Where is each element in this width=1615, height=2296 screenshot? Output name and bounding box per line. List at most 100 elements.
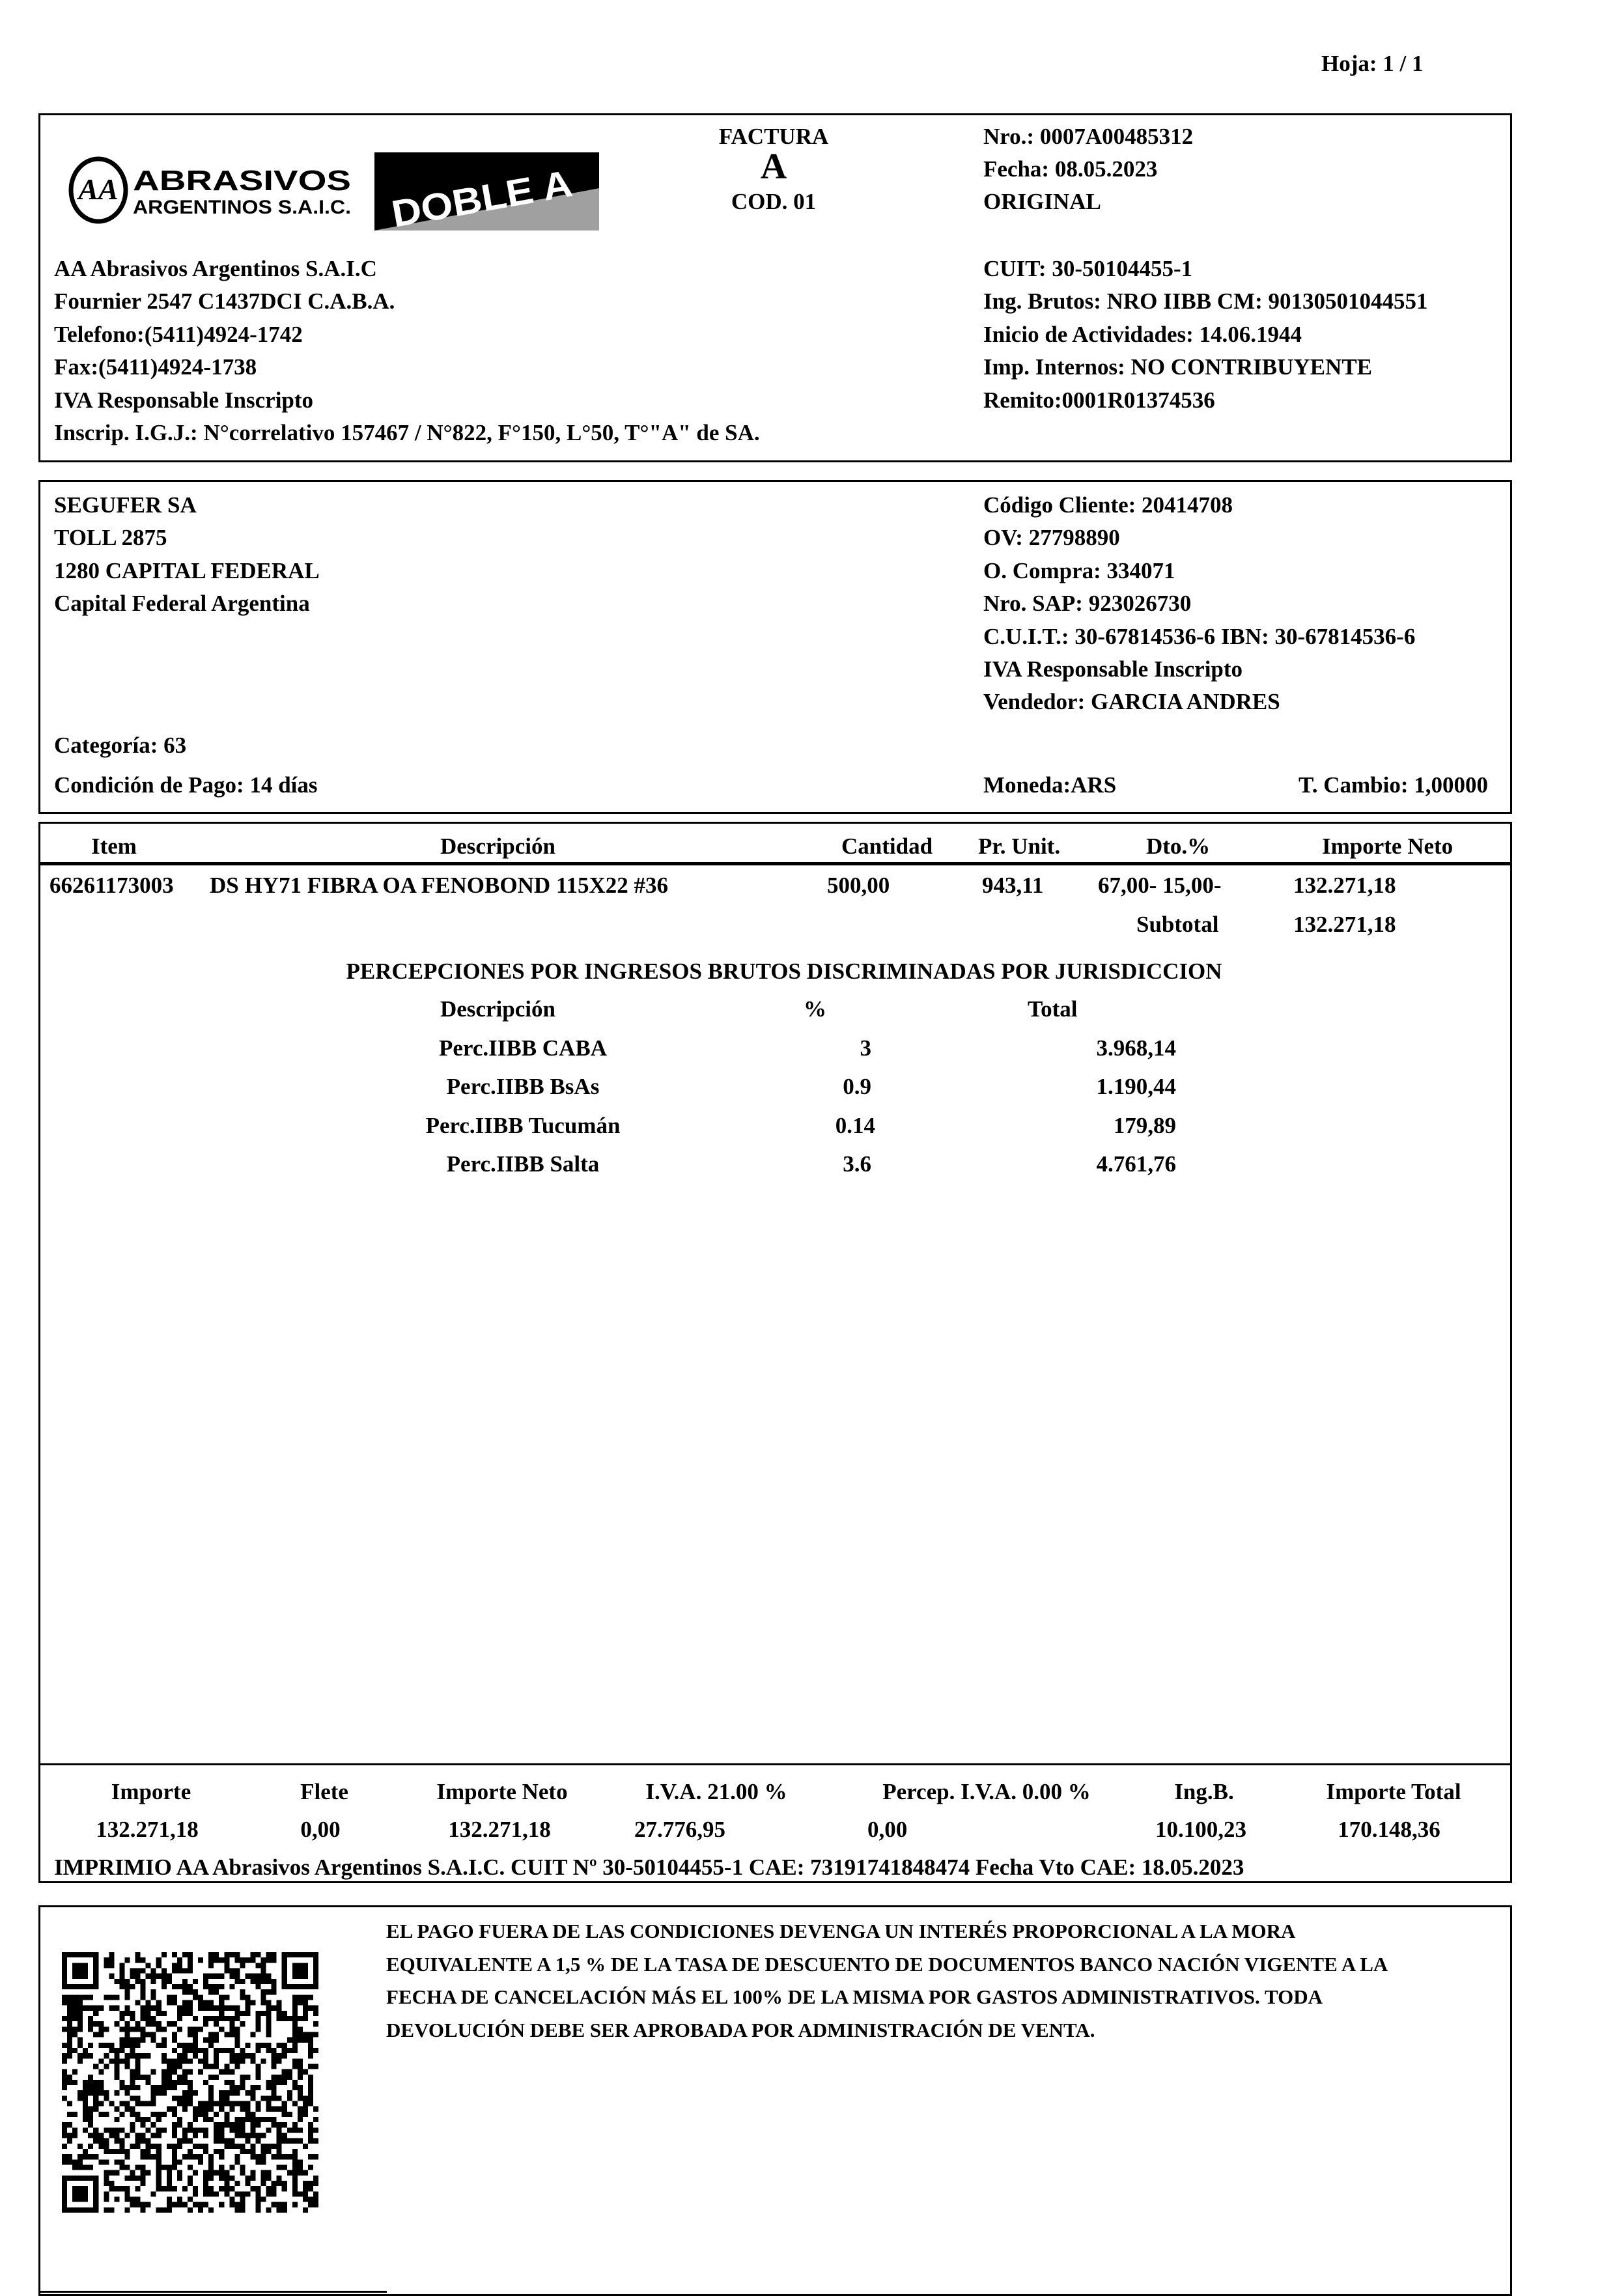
- qr-module: [297, 2000, 303, 2006]
- qr-module: [145, 1973, 151, 1979]
- qr-module: [198, 2005, 204, 2011]
- qr-module: [156, 2026, 162, 2032]
- qr-module: [198, 2159, 204, 2165]
- qr-module: [67, 2111, 73, 2118]
- qr-module: [130, 2143, 135, 2149]
- qr-module: [240, 2053, 246, 2059]
- qr-module: [224, 1952, 230, 1958]
- qr-module: [245, 2181, 251, 2187]
- qr-module: [193, 2032, 199, 2037]
- qr-module: [171, 1995, 177, 2000]
- qr-module: [287, 2138, 292, 2144]
- qr-module: [72, 1983, 78, 1990]
- qr-module: [124, 2207, 130, 2213]
- qr-module: [271, 2202, 277, 2207]
- qr-module: [281, 2079, 287, 2086]
- qr-module: [77, 2186, 83, 2192]
- qr-module: [245, 2138, 251, 2144]
- qr-module: [140, 2154, 146, 2160]
- qr-module: [182, 2106, 188, 2112]
- qr-module: [145, 2101, 151, 2107]
- qr-module: [182, 2005, 188, 2011]
- qr-module: [109, 2149, 115, 2155]
- qr-module: [313, 1957, 318, 1963]
- qr-module: [93, 2085, 99, 2091]
- qr-module: [224, 2032, 230, 2037]
- qr-module: [176, 2010, 182, 2016]
- issuer-internal-taxes: Imp. Internos: NO CONTRIBUYENTE: [983, 354, 1373, 380]
- qr-module: [171, 2000, 177, 2006]
- qr-module: [307, 2042, 313, 2048]
- qr-module: [114, 2047, 120, 2054]
- qr-module: [77, 2196, 83, 2202]
- qr-module: [250, 2186, 256, 2192]
- qr-module: [266, 2079, 272, 2086]
- qr-module: [260, 2117, 266, 2123]
- qr-module: [292, 1968, 298, 1974]
- qr-module: [135, 2186, 141, 2192]
- qr-module: [114, 2170, 120, 2176]
- qr-module: [67, 2101, 73, 2107]
- col-item: Item: [91, 833, 137, 859]
- qr-module: [276, 2127, 282, 2133]
- total-amount: 132.271,18: [96, 1817, 199, 1842]
- issuer-name: AA Abrasivos Argentinos S.A.I.C: [54, 256, 377, 281]
- qr-module: [297, 1995, 303, 2000]
- qr-module: [166, 2207, 172, 2213]
- qr-module: [193, 1978, 199, 1984]
- qr-module: [77, 2058, 83, 2064]
- qr-module: [260, 1989, 266, 1995]
- qr-module: [224, 2005, 230, 2011]
- qr-module: [193, 1995, 199, 2000]
- qr-module: [156, 1973, 162, 1979]
- qr-module: [98, 2021, 104, 2027]
- qr-module: [187, 2149, 193, 2155]
- qr-module: [229, 2143, 235, 2149]
- qr-module: [281, 2053, 287, 2059]
- qr-module: [266, 2000, 272, 2006]
- qr-module: [109, 2101, 115, 2107]
- qr-module: [114, 2069, 120, 2075]
- qr-module: [240, 2127, 246, 2133]
- qr-module: [62, 2207, 68, 2213]
- qr-module: [292, 2191, 298, 2197]
- qr-module: [297, 2085, 303, 2091]
- qr-module: [203, 2079, 209, 2086]
- qr-module: [124, 2101, 130, 2107]
- qr-module: [72, 2000, 78, 2006]
- qr-module: [219, 2170, 225, 2176]
- qr-module: [88, 2005, 94, 2011]
- qr-module: [72, 2032, 78, 2037]
- qr-module: [145, 2149, 151, 2155]
- qr-module: [130, 2122, 135, 2128]
- qr-module: [208, 2064, 214, 2069]
- qr-module: [171, 2021, 177, 2027]
- qr-module: [145, 2032, 151, 2037]
- qr-module: [187, 2026, 193, 2032]
- qr-module: [156, 2149, 162, 2155]
- qr-module: [150, 1989, 156, 1995]
- qr-module: [156, 2159, 162, 2165]
- qr-module: [281, 2047, 287, 2054]
- qr-module: [276, 2079, 282, 2086]
- qr-module: [313, 2005, 318, 2011]
- qr-module: [145, 2010, 151, 2016]
- qr-module: [255, 2191, 261, 2197]
- qr-module: [271, 2074, 277, 2080]
- col-unit-price: Pr. Unit.: [978, 833, 1061, 859]
- qr-module: [93, 2181, 99, 2187]
- qr-module: [234, 2154, 240, 2160]
- qr-module: [266, 2106, 272, 2112]
- qr-module: [176, 2064, 182, 2069]
- qr-module: [124, 2053, 130, 2059]
- notice-line: FECHA DE CANCELACIÓN MÁS EL 100% DE LA M…: [386, 1985, 1323, 2008]
- qr-module: [130, 2106, 135, 2112]
- qr-module: [297, 2069, 303, 2075]
- qr-module: [104, 2127, 109, 2133]
- qr-module: [109, 2058, 115, 2064]
- qr-module: [208, 2159, 214, 2165]
- qr-module: [224, 2181, 230, 2187]
- qr-module: [307, 1952, 313, 1958]
- qr-module: [124, 2133, 130, 2138]
- qr-module: [250, 2095, 256, 2101]
